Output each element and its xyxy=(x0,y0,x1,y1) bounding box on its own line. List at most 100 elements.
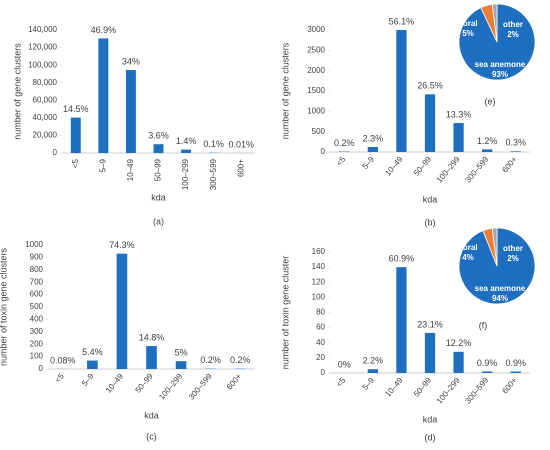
x-tick-label: 50–99 xyxy=(412,375,434,398)
bar xyxy=(116,253,128,369)
y-tick-label: 100,000 xyxy=(28,60,57,69)
bar-label: 0.1% xyxy=(203,139,224,149)
y-tick-label: 60,000 xyxy=(33,95,58,104)
bar xyxy=(424,94,436,152)
x-tick-label: 10–49 xyxy=(126,158,135,181)
slice-value: 5% xyxy=(462,29,474,38)
x-tick-label: <5 xyxy=(53,371,66,384)
slice-value: 2% xyxy=(507,254,519,263)
bar-label: 2.2% xyxy=(363,356,384,366)
bar-label: 26.5% xyxy=(417,81,443,91)
x-tick-label: 100–299 xyxy=(435,375,462,405)
x-tick-label: 5–9 xyxy=(98,158,107,172)
panel-label: (b) xyxy=(425,217,436,227)
y-tick-label: 0 xyxy=(321,147,326,156)
bar-label: 0.2% xyxy=(200,355,221,365)
bar-label: 5.4% xyxy=(82,347,103,357)
y-tick-label: 120 xyxy=(312,277,326,286)
x-tick-label: 600+ xyxy=(500,155,519,175)
y-tick-label: 1000 xyxy=(25,240,43,249)
x-tick-label: 50–99 xyxy=(154,158,163,181)
bar xyxy=(70,117,81,153)
bar xyxy=(367,146,378,152)
bar xyxy=(125,69,136,153)
bar-label: 0.01% xyxy=(228,139,254,149)
bar-label: 1.2% xyxy=(477,136,498,146)
bar xyxy=(424,332,436,373)
y-tick-label: 2000 xyxy=(307,66,325,75)
slice-name: coral xyxy=(458,19,477,28)
x-tick-label: <5 xyxy=(71,158,80,168)
bar-label: 2.3% xyxy=(363,133,384,143)
slice-name: other xyxy=(503,20,523,29)
x-tick-label: 600+ xyxy=(236,159,245,177)
panel-label: (c) xyxy=(146,431,157,441)
bar-label: 34% xyxy=(122,56,140,66)
y-tick-label: 200 xyxy=(30,339,44,348)
y-tick-label: 900 xyxy=(30,253,44,262)
y-tick-label: 20,000 xyxy=(33,131,58,140)
panel-label: (f) xyxy=(479,320,488,330)
y-axis-label: number of gene clusters xyxy=(12,43,22,140)
bar-label: 12.2% xyxy=(446,338,472,348)
bar-label: 5% xyxy=(175,348,188,358)
panel-label: (d) xyxy=(425,432,436,442)
bar-label: 13.3% xyxy=(446,109,472,119)
bar-label: 0.2% xyxy=(230,355,251,365)
x-tick-label: 10–49 xyxy=(104,371,126,394)
y-axis-label: number of toxin gene cluster xyxy=(280,256,290,370)
bar-label: 1.4% xyxy=(176,136,197,146)
x-tick-label: 600+ xyxy=(500,376,519,396)
bar xyxy=(181,149,192,153)
bar-label: 0.2% xyxy=(334,138,355,148)
bar xyxy=(175,361,187,369)
y-tick-label: 40 xyxy=(316,338,325,347)
slice-name: coral xyxy=(458,243,477,252)
bar-label: 0.08% xyxy=(50,355,76,365)
slice-value: 94% xyxy=(492,294,508,303)
x-tick-label: 300–599 xyxy=(463,154,490,184)
bar xyxy=(482,149,493,152)
y-tick-label: 120,000 xyxy=(28,43,57,52)
y-tick-label: 700 xyxy=(30,277,44,286)
bar xyxy=(98,38,109,154)
y-tick-label: 300 xyxy=(30,327,44,336)
y-tick-label: 160 xyxy=(312,247,326,256)
y-tick-label: 600 xyxy=(30,290,44,299)
y-axis-label: number of gene clusters xyxy=(280,42,290,139)
bar xyxy=(153,144,164,153)
bar xyxy=(396,30,407,152)
y-tick-label: 1000 xyxy=(307,106,325,115)
y-tick-label: 0 xyxy=(321,368,326,377)
x-axis-label: kda xyxy=(423,194,438,204)
x-tick-label: 100–299 xyxy=(157,371,184,401)
x-tick-label: 300–599 xyxy=(209,158,218,190)
y-tick-label: 1500 xyxy=(307,86,325,95)
x-tick-label: 50–99 xyxy=(133,371,155,394)
y-tick-label: 400 xyxy=(30,315,44,324)
y-tick-label: 140,000 xyxy=(28,25,57,34)
y-tick-label: 800 xyxy=(30,265,44,274)
bar-label: 14.5% xyxy=(63,104,89,114)
panel-label: (a) xyxy=(153,216,164,226)
slice-name: sea anemone xyxy=(475,60,526,69)
x-tick-label: <5 xyxy=(335,375,348,388)
y-tick-label: 500 xyxy=(312,127,326,136)
y-tick-label: 2500 xyxy=(307,45,325,54)
y-axis-label: number of toxin gene clusters xyxy=(0,247,8,366)
bar-label: 46.9% xyxy=(91,25,117,35)
bar-label: 0.3% xyxy=(505,138,526,148)
slice-value: 4% xyxy=(462,253,474,262)
x-tick-label: 10–49 xyxy=(383,154,405,177)
slice-name: sea anemone xyxy=(475,284,526,293)
y-tick-label: 0 xyxy=(53,148,58,157)
x-tick-label: <5 xyxy=(335,154,348,167)
y-tick-label: 80 xyxy=(316,308,325,317)
bar xyxy=(453,351,464,373)
bar xyxy=(367,369,378,373)
y-tick-label: 0 xyxy=(39,364,44,373)
y-tick-label: 3000 xyxy=(307,25,325,34)
bar-label: 0.9% xyxy=(505,358,526,368)
bar xyxy=(146,346,157,369)
